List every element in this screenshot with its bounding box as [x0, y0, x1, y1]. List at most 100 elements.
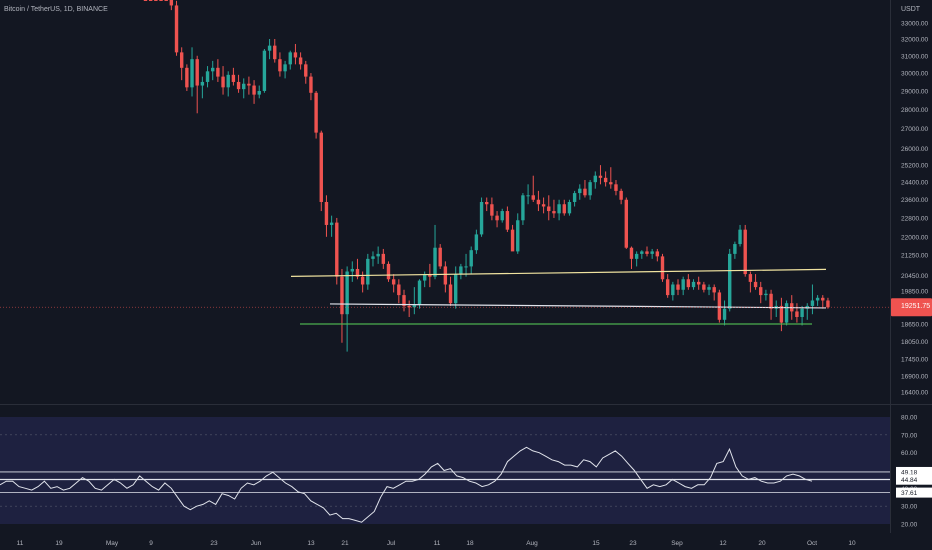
- time-tick-label: Oct: [807, 540, 817, 547]
- time-tick-label: 9: [149, 540, 153, 547]
- candle: [391, 274, 396, 293]
- candle: [314, 90, 318, 139]
- candle-body: [190, 59, 194, 88]
- candle: [190, 47, 194, 97]
- resistance-line-yellow[interactable]: [290, 268, 827, 277]
- candle-body: [366, 258, 370, 285]
- candle-body: [603, 177, 608, 183]
- support-line-white[interactable]: [329, 303, 827, 309]
- candle: [490, 197, 494, 221]
- rsi-level-value: 44.84: [901, 477, 918, 484]
- price-tick-label: 24400.00: [901, 180, 928, 187]
- price-tick-label: 16900.00: [901, 374, 928, 381]
- candle-body: [490, 204, 494, 216]
- rsi-tick-label: 30.00: [901, 504, 918, 511]
- candle-body: [252, 85, 256, 95]
- candle: [516, 213, 520, 254]
- candle-body: [728, 253, 732, 309]
- candle: [329, 215, 334, 237]
- candle-body: [795, 311, 799, 317]
- candle-body: [236, 81, 241, 90]
- candle-body: [417, 280, 422, 305]
- candle: [242, 78, 246, 99]
- candle: [779, 297, 784, 332]
- candle: [650, 248, 654, 259]
- rsi-level-value: 49.18: [901, 469, 918, 476]
- price-tick-label: 19850.00: [901, 289, 928, 296]
- candle: [402, 289, 406, 312]
- candle-body: [195, 59, 199, 86]
- price-tick-label: 23600.00: [901, 197, 928, 204]
- candle-body: [691, 281, 696, 288]
- candle-body: [298, 57, 303, 65]
- candle: [784, 300, 789, 326]
- rsi-axis[interactable]: 80.0070.0060.0050.0040.0030.0020.0049.18…: [896, 415, 932, 529]
- rsi-level-value: 37.61: [901, 490, 918, 497]
- candle: [159, 0, 163, 1]
- candle: [164, 0, 168, 1]
- candle-body: [521, 195, 525, 221]
- annotation-lines-layer: [0, 268, 890, 325]
- candle: [267, 39, 272, 60]
- candle-body: [485, 201, 489, 205]
- candle: [257, 85, 261, 99]
- candle: [278, 52, 282, 77]
- candle-body: [412, 304, 417, 308]
- price-tick-label: 16400.00: [901, 389, 928, 396]
- candle-body: [815, 297, 820, 301]
- time-tick-label: 23: [210, 540, 218, 547]
- candle-body: [242, 83, 246, 90]
- candle: [629, 246, 634, 269]
- candle: [273, 39, 277, 63]
- candle: [226, 71, 230, 97]
- candle: [691, 279, 696, 290]
- candle: [428, 263, 432, 288]
- candle-body: [454, 274, 458, 304]
- candle: [340, 268, 344, 343]
- candle-body: [759, 287, 763, 296]
- rsi-level-badge: 37.61: [896, 487, 932, 498]
- time-axis[interactable]: 11 19 May 9 23 Jun 13 21 Jul 11 18 Aug 15 23 Sep 12 20 Oc…: [17, 540, 856, 547]
- price-axis[interactable]: 33000.00 32000.00 31000.00 30000.00 29000.00…: [891, 20, 932, 396]
- price-tick-label: 25200.00: [901, 163, 928, 170]
- time-tick-label: Jun: [251, 540, 262, 547]
- candle: [769, 289, 773, 320]
- candle: [676, 279, 680, 296]
- time-tick-label: Jul: [387, 540, 396, 547]
- candle-body: [733, 244, 737, 254]
- candle-body: [810, 300, 815, 306]
- candle: [826, 297, 830, 309]
- candle-body: [288, 52, 292, 65]
- candle-body: [712, 287, 716, 293]
- candle: [288, 50, 292, 70]
- candle-body: [609, 182, 613, 185]
- price-tick-label: 22000.00: [901, 234, 928, 241]
- candle: [454, 266, 458, 309]
- candle: [686, 274, 691, 290]
- candle-body: [743, 229, 747, 275]
- candle-body: [516, 220, 520, 252]
- price-tick-label: 28000.00: [901, 107, 928, 114]
- rsi-level-badge: 49.18: [896, 466, 932, 477]
- candle: [640, 250, 644, 259]
- candle: [702, 281, 706, 293]
- rsi-tick-label: 20.00: [901, 522, 918, 529]
- candle: [448, 276, 453, 306]
- rsi-level-badge-box: [896, 487, 932, 498]
- candle: [717, 289, 722, 323]
- candle: [216, 59, 220, 82]
- candle: [707, 284, 711, 296]
- candle: [464, 253, 468, 277]
- candle-body: [174, 5, 179, 53]
- candle: [753, 274, 758, 290]
- candle-body: [200, 81, 205, 86]
- candle-body: [247, 83, 251, 86]
- candles-layer: [143, 0, 830, 352]
- price-tick-label: 30000.00: [901, 71, 928, 78]
- candle: [376, 246, 380, 264]
- last-price-value: 19251.75: [901, 303, 930, 310]
- candle: [660, 253, 665, 282]
- candle: [634, 251, 639, 267]
- candle: [743, 224, 747, 277]
